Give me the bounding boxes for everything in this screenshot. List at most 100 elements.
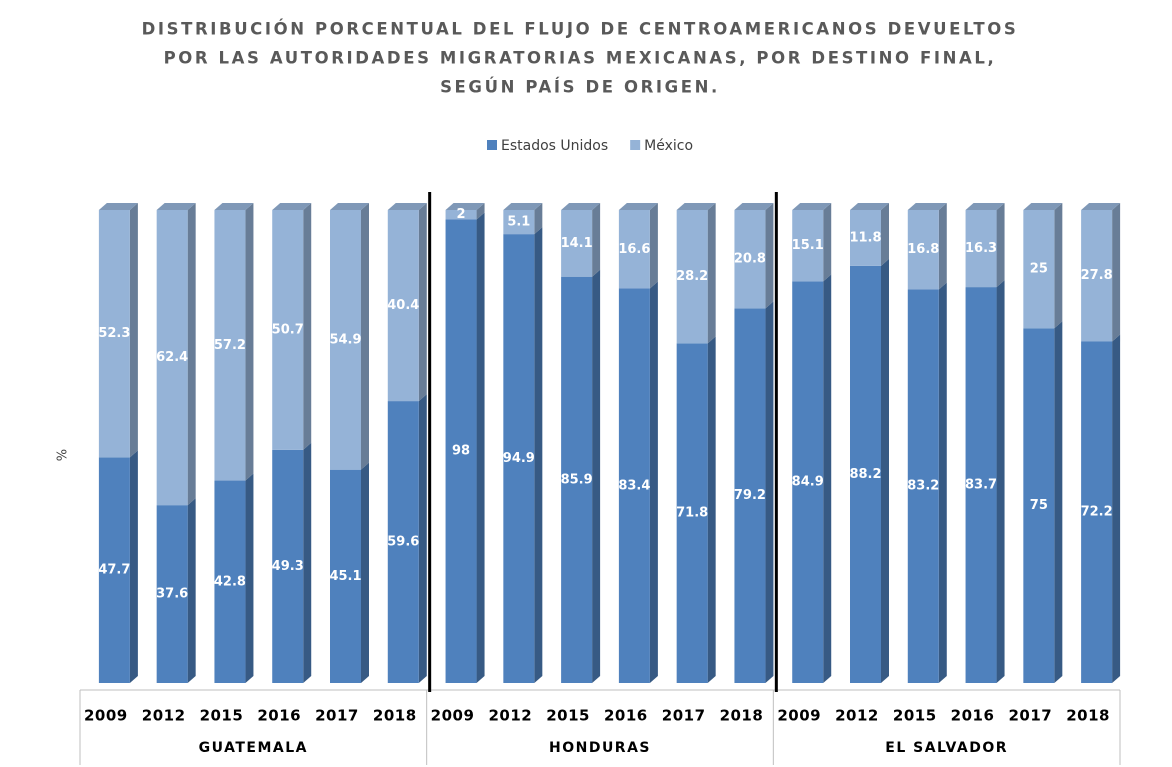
legend-label: México (644, 138, 693, 154)
data-label: 28.2 (676, 269, 708, 284)
bar (850, 265, 881, 683)
bar (907, 289, 939, 683)
bar (1023, 328, 1055, 683)
bar-top (734, 203, 774, 210)
bar-top (561, 203, 601, 210)
bar-top (965, 203, 1005, 210)
bar-side (534, 227, 543, 684)
data-label: 94.9 (503, 451, 535, 466)
data-label: 2 (457, 207, 466, 222)
group-label: GUATEMALA (199, 740, 308, 756)
bar-side (245, 473, 254, 683)
data-label: 16.8 (907, 242, 939, 257)
bar-side (823, 203, 832, 282)
bar (1081, 341, 1113, 683)
bar-top (792, 203, 832, 210)
data-label: 83.7 (965, 478, 997, 493)
data-label: 47.7 (98, 563, 130, 578)
bar-top (387, 203, 427, 210)
bar-side (765, 203, 774, 309)
data-label: 59.6 (387, 535, 419, 550)
x-tick-label: 2016 (257, 707, 301, 725)
x-tick-label: 2012 (488, 707, 532, 725)
bar (618, 288, 650, 683)
bar (330, 210, 361, 470)
bar-side (1054, 321, 1063, 683)
bar-side (938, 282, 947, 683)
bar-side (476, 212, 485, 683)
data-label: 5.1 (507, 215, 530, 230)
bar-side (996, 203, 1005, 288)
data-label: 42.8 (214, 574, 246, 589)
bar (618, 210, 650, 289)
bar-top (272, 203, 312, 210)
bar (1081, 210, 1113, 342)
bar (156, 210, 188, 506)
bar (387, 401, 419, 683)
bar-side (938, 203, 947, 290)
chart-title: SEGÚN PAÍS DE ORIGEN. (440, 78, 720, 97)
data-label: 75 (1030, 498, 1048, 513)
legend-swatch (630, 140, 641, 150)
group-label: EL SALVADOR (885, 740, 1008, 756)
bar (272, 210, 304, 450)
data-label: 98 (452, 444, 470, 459)
x-tick-label: 2016 (604, 707, 648, 725)
bar (792, 210, 824, 282)
x-tick-label: 2009 (84, 707, 128, 725)
bar-top (503, 203, 543, 210)
bar (965, 287, 997, 683)
data-label: 57.2 (214, 338, 246, 353)
bar-top (98, 203, 138, 210)
legend-label: Estados Unidos (501, 138, 608, 154)
x-tick-label: 2018 (373, 707, 417, 725)
bar-side (187, 203, 196, 506)
bar-side (361, 203, 369, 470)
bar-top (676, 203, 716, 210)
bar-side (765, 301, 774, 683)
data-label: 20.8 (734, 252, 766, 267)
bar (676, 210, 708, 344)
bar-top (1023, 203, 1063, 210)
bar (850, 210, 881, 266)
bar (907, 210, 939, 290)
bar-top (445, 203, 485, 210)
data-label: 45.1 (329, 569, 361, 584)
bar-side (649, 281, 658, 683)
bar-side (649, 203, 658, 289)
bar-side (418, 203, 427, 402)
bar (214, 480, 246, 683)
bar (503, 234, 535, 684)
y-axis-label: % (56, 449, 71, 461)
bar-top (1081, 203, 1121, 210)
bar-top (156, 203, 196, 210)
bar-side (245, 203, 254, 481)
data-label: 15.1 (792, 238, 824, 253)
bar-side (129, 203, 138, 458)
bar-side (592, 203, 601, 277)
bar (330, 469, 361, 683)
data-label: 88.2 (849, 467, 881, 482)
x-tick-label: 2015 (546, 707, 590, 725)
legend-swatch (487, 140, 497, 150)
bar-side (361, 462, 369, 683)
bar-top (907, 203, 947, 210)
bar-side (823, 274, 832, 683)
x-tick-label: 2016 (951, 707, 995, 725)
bar (156, 505, 188, 683)
bar (98, 210, 130, 458)
x-tick-label: 2009 (777, 707, 821, 725)
bar (503, 210, 535, 235)
bar-top (214, 203, 254, 210)
bar (965, 210, 997, 288)
bar-side (881, 258, 889, 683)
data-label: 62.4 (156, 350, 188, 365)
bar-side (996, 280, 1005, 683)
data-label: 14.1 (561, 236, 593, 251)
bar (98, 457, 130, 683)
bar (387, 210, 419, 402)
bar (272, 449, 304, 683)
bar-side (129, 450, 138, 683)
bar-top (618, 203, 658, 210)
